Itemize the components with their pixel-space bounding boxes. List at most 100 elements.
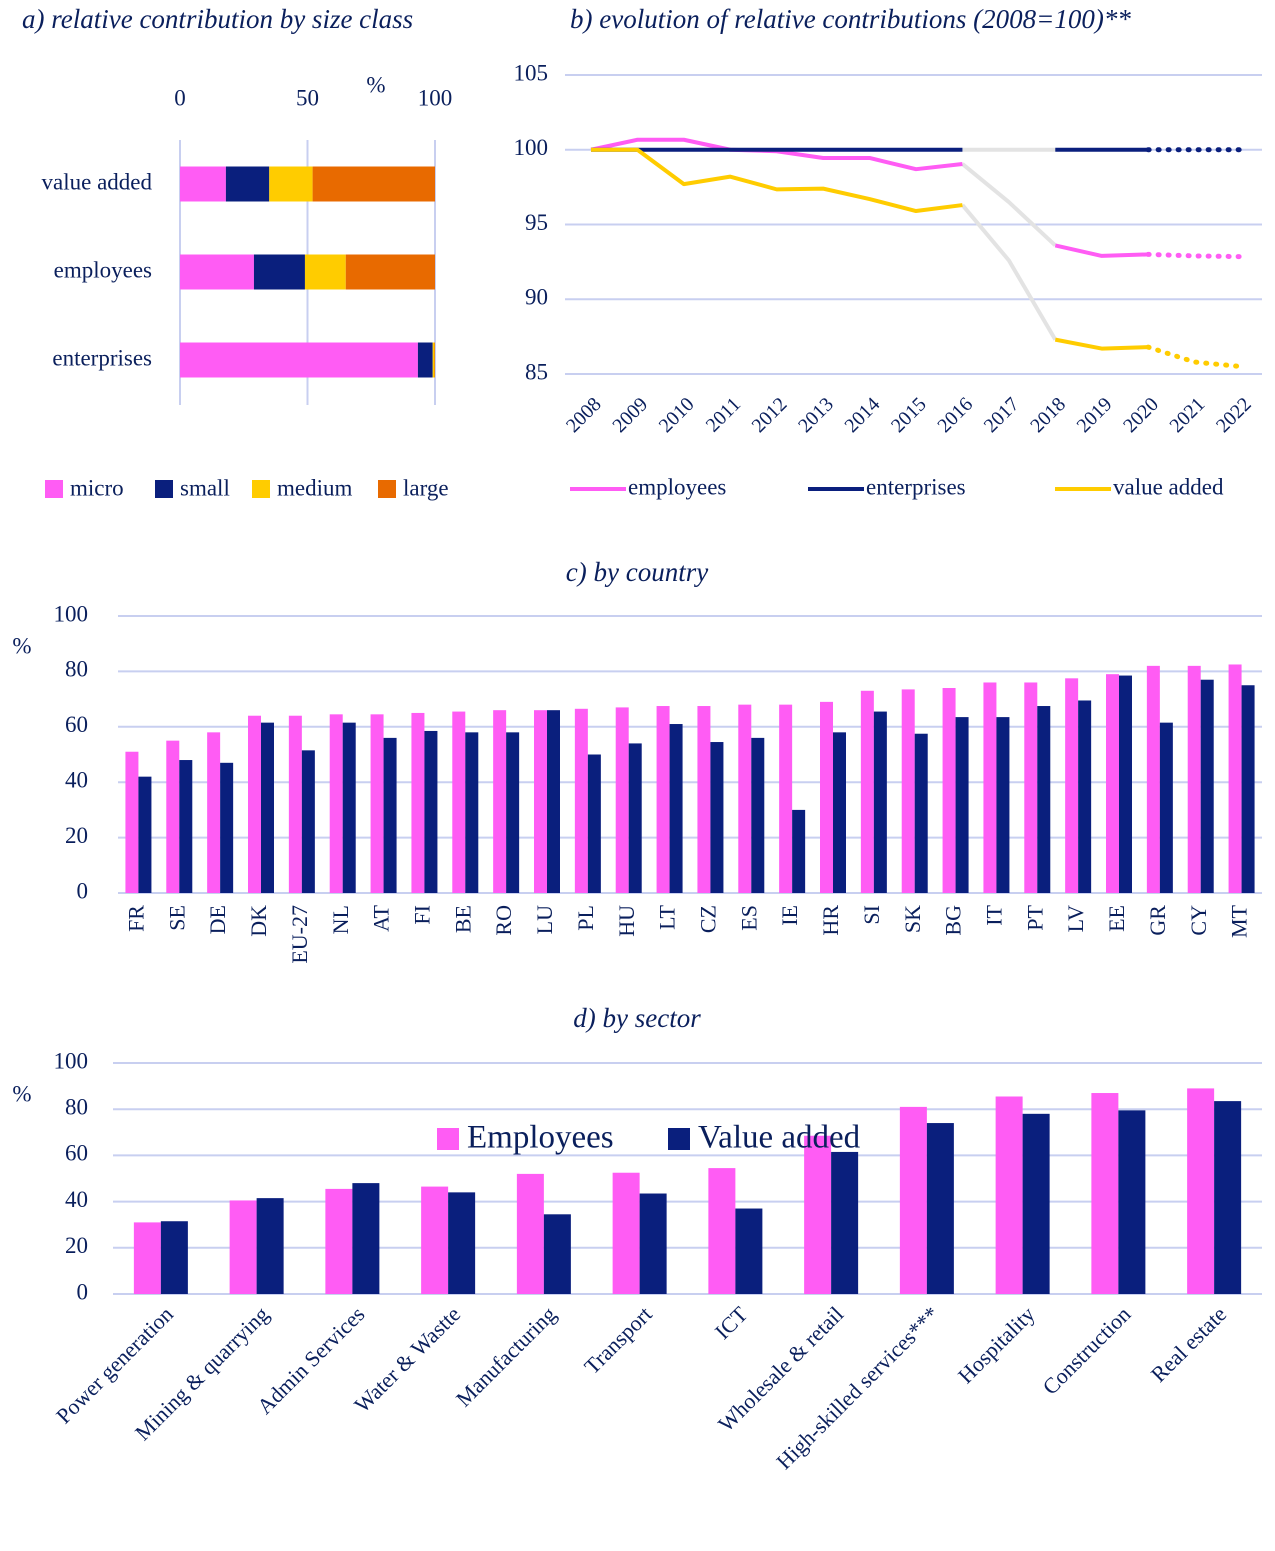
axis-label: % (366, 72, 385, 97)
chart-title: d) by sector (573, 1003, 701, 1033)
bar (995, 1096, 1023, 1294)
bar (697, 706, 711, 893)
bar-segment (180, 342, 418, 378)
y-tick-label: 60 (65, 712, 88, 737)
bar (574, 708, 588, 893)
bar (669, 724, 683, 893)
bar (615, 707, 629, 893)
y-tick-label: 60 (65, 1141, 88, 1166)
bar (448, 1192, 476, 1294)
y-tick-label: 20 (65, 823, 88, 848)
bar (543, 1214, 571, 1294)
bar (166, 740, 180, 893)
y-tick-label: 40 (65, 1187, 88, 1212)
bar-segment (345, 254, 435, 290)
x-tick-label: IT (981, 904, 1006, 925)
legend-label: micro (70, 475, 124, 500)
x-tick-label: EU-27 (287, 905, 312, 964)
bar (735, 1208, 763, 1294)
x-tick-label: 2020 (1119, 393, 1163, 437)
bar (1022, 1113, 1050, 1294)
legend-swatch (45, 480, 63, 498)
x-tick-label: 50 (296, 85, 319, 110)
bar-segment (432, 342, 435, 378)
bar (516, 1173, 544, 1294)
x-tick-label: NL (328, 905, 353, 934)
y-tick-label: employees (54, 257, 152, 282)
bar-segment (304, 254, 346, 290)
bar (370, 714, 384, 893)
bar (1118, 1110, 1146, 1294)
bar-segment (225, 166, 270, 202)
line-series (591, 147, 963, 214)
y-tick-label: enterprises (52, 345, 152, 370)
x-tick-label: Manufacturing (451, 1301, 561, 1411)
y-tick-label: 90 (525, 285, 548, 310)
bar (256, 1198, 284, 1294)
x-tick-label: LU (532, 905, 557, 934)
bar (138, 776, 152, 893)
legend-label: Value added (698, 1120, 861, 1156)
legend-swatch (378, 480, 396, 498)
y-tick-label: 100 (514, 135, 549, 160)
x-tick-label: HR (818, 905, 843, 936)
bar (738, 704, 752, 893)
bar (983, 682, 997, 893)
x-tick-label: EE (1104, 905, 1129, 932)
bar (1228, 664, 1242, 893)
bar (1187, 1088, 1215, 1294)
x-tick-label: DK (246, 905, 271, 937)
x-tick-label: 2014 (841, 393, 885, 437)
bar (612, 1172, 640, 1294)
bar-segment (417, 342, 433, 378)
bar (493, 710, 507, 893)
x-tick-label: 2017 (980, 393, 1024, 437)
y-tick-label: 0 (77, 878, 89, 903)
bar (1065, 678, 1079, 893)
bar (804, 1135, 832, 1294)
axis-label: % (12, 633, 31, 658)
line-series (1054, 243, 1149, 258)
bar (424, 730, 438, 893)
bar (125, 751, 139, 893)
bar (547, 710, 560, 893)
legend-swatch (252, 480, 270, 498)
legend-swatch (437, 1128, 459, 1150)
bar (587, 754, 601, 893)
x-tick-label: PT (1022, 904, 1047, 930)
bar-segment (269, 166, 313, 202)
bar (873, 711, 887, 893)
x-tick-label: 2009 (608, 393, 652, 437)
bar-segment (312, 166, 435, 202)
x-tick-label: 2012 (748, 393, 792, 437)
bar (342, 722, 356, 893)
bar-segment (180, 254, 254, 290)
y-tick-label: 20 (65, 1233, 88, 1258)
bar (248, 715, 261, 893)
bar (708, 1168, 736, 1294)
bar-segment (180, 166, 226, 202)
x-tick-label: Hospitality (953, 1301, 1040, 1388)
bar (820, 701, 833, 893)
legend-swatch (668, 1128, 690, 1150)
chart-title: a) relative contribution by size class (22, 4, 413, 34)
line-series (961, 162, 1057, 247)
bar (411, 712, 425, 893)
y-tick-label: 80 (65, 657, 88, 682)
y-tick-label: 100 (54, 1048, 89, 1073)
chart-title: c) by country (566, 557, 708, 587)
bar (710, 742, 724, 893)
x-tick-label: 0 (174, 85, 186, 110)
bar (421, 1186, 449, 1294)
x-tick-label: 2018 (1026, 393, 1070, 437)
bar (1024, 682, 1038, 893)
x-tick-label: LV (1063, 905, 1088, 932)
x-tick-label: SE (164, 905, 189, 931)
bar (628, 743, 642, 893)
legend-label: Employees (467, 1120, 614, 1156)
bar (452, 711, 466, 893)
bar (329, 714, 343, 893)
x-tick-label: Transport (579, 1301, 657, 1379)
legend-label: enterprises (866, 474, 966, 499)
